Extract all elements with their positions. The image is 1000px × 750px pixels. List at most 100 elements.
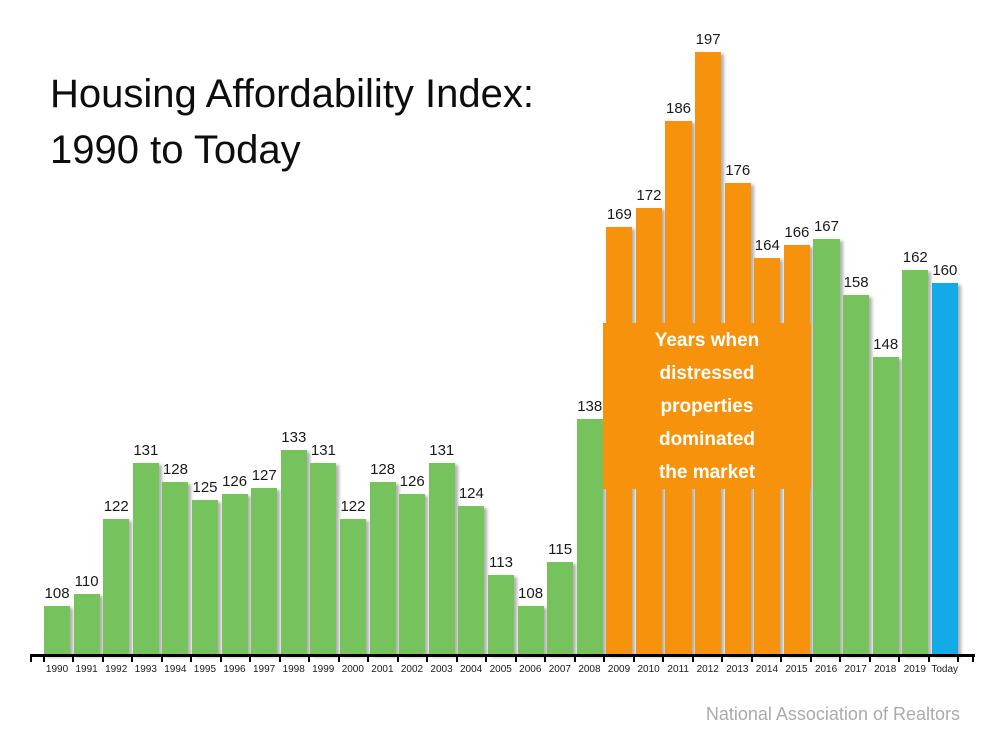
bar-value-label: 158 [843,274,869,291]
bar-value-label: 133 [281,429,307,446]
bar-2017: 158 [843,274,870,655]
x-axis-tick [190,654,192,662]
x-axis-tick [249,654,251,662]
annotation-text-line: dominated [658,428,756,450]
x-axis-tick [869,654,871,662]
x-axis-tick [810,654,812,662]
x-axis-tick [839,654,841,662]
bar-2018: 148 [872,336,899,655]
bar-2000: 122 [339,498,367,655]
x-axis-tick [898,654,900,662]
x-axis-tick [751,654,753,662]
x-axis-line [30,654,975,657]
x-axis-label-1990: 1990 [45,664,69,675]
x-axis-tick [161,654,163,662]
annotation-text-line: distressed [659,362,755,384]
x-axis-tick [338,654,340,662]
annotation-text-line: properties [660,395,754,417]
x-axis-label-2019: 2019 [903,664,926,675]
x-axis-tick [30,654,32,662]
chart-title-line1: Housing Affordability Index: [50,72,535,116]
x-axis-label-2004: 2004 [460,664,483,675]
x-axis-tick [485,654,487,662]
x-axis-tick [603,654,605,662]
x-axis-label-1992: 1992 [105,664,128,675]
annotation-text-line: Years when [654,329,760,351]
x-axis-tick [574,654,576,662]
x-axis-tick [102,654,104,662]
x-axis-label-1998: 1998 [282,664,305,675]
bar-value-label: 172 [636,187,662,204]
chart-title: Housing Affordability Index: 1990 to Toda… [50,66,534,178]
bar-value-label: 113 [488,554,513,571]
bar-value-label: 164 [754,237,780,254]
x-axis-label-2015: 2015 [785,664,808,675]
x-axis-tick [426,654,428,662]
bar-2006: 108 [517,585,544,655]
bar-value-label: 128 [162,461,188,478]
annotation-box: Years when distressed properties dominated t… [603,323,811,489]
x-axis-label-2007: 2007 [548,664,571,675]
bar-value-label: 166 [784,224,810,241]
x-axis-tick [780,654,782,662]
bar-1996: 126 [221,473,248,655]
x-axis-tick [220,654,222,662]
annotation-text-line: the market [658,461,756,483]
bar-value-label: 108 [518,585,544,602]
x-axis-tick [972,654,974,662]
x-axis-tick [72,654,74,662]
x-axis-tick [515,654,517,662]
bar-2001: 128 [369,461,396,655]
bar-2016: 167 [813,218,840,655]
x-axis-tick [544,654,546,662]
bar-value-label: 186 [666,100,692,117]
bar-value-label: 110 [74,573,99,590]
bar-value-label: 169 [606,206,632,223]
bar-1998: 133 [280,429,307,655]
x-axis-label-1994: 1994 [164,664,187,675]
x-axis-label-2005: 2005 [489,664,512,675]
x-axis-label-2011: 2011 [667,664,689,675]
bar-value-label: 122 [103,498,129,515]
x-axis-tick [633,654,635,662]
bar-1991: 110 [73,573,100,655]
x-axis-label-2018: 2018 [874,664,897,675]
x-axis-label-2009: 2009 [607,664,631,675]
bar-1999: 131 [310,442,337,655]
bar-1992: 122 [103,498,130,655]
x-axis-tick [43,654,45,662]
bar-value-label: 126 [222,473,248,490]
bar-value-label: 108 [44,585,70,602]
source-credit: National Association of Realtors [705,704,960,724]
bar-1990: 108 [44,585,71,655]
bar-Today: 160 [931,262,958,655]
x-axis-label-2000: 2000 [341,664,364,675]
x-axis-tick [662,654,664,662]
x-axis-label-2010: 2010 [637,664,660,675]
bar-value-label: 122 [340,498,366,515]
x-axis-label-1991: 1991 [75,664,98,675]
bar-chart-plot-area: 108 110 122 131 128 125 126 127 133 131 122 128 126 1… [44,31,958,655]
x-axis-tick [928,654,930,662]
bar-2004: 124 [458,485,485,655]
bar-2002: 126 [399,473,426,655]
chart-title-line2: 1990 to Today [50,128,301,172]
bar-value-label: 115 [548,541,573,558]
x-axis-label-2006: 2006 [519,664,542,675]
x-axis-tick [131,654,133,662]
bar-value-label: 125 [192,479,218,496]
bar-2008: 138 [576,398,603,655]
bar-value-label: 126 [399,473,425,490]
x-axis-tick [279,654,281,662]
bar-value-label: 131 [429,442,455,459]
bar-1995: 125 [191,479,219,655]
x-axis-label-1995: 1995 [193,664,217,675]
bar-2007: 115 [547,541,574,655]
x-axis-tick [367,654,369,662]
x-axis-label-2012: 2012 [696,664,719,675]
bar-value-label: 162 [902,249,928,266]
x-axis-label-1999: 1999 [312,664,335,675]
x-axis-label-2013: 2013 [726,664,749,675]
x-axis-tick [456,654,458,662]
x-axis-label-2008: 2008 [578,664,601,675]
